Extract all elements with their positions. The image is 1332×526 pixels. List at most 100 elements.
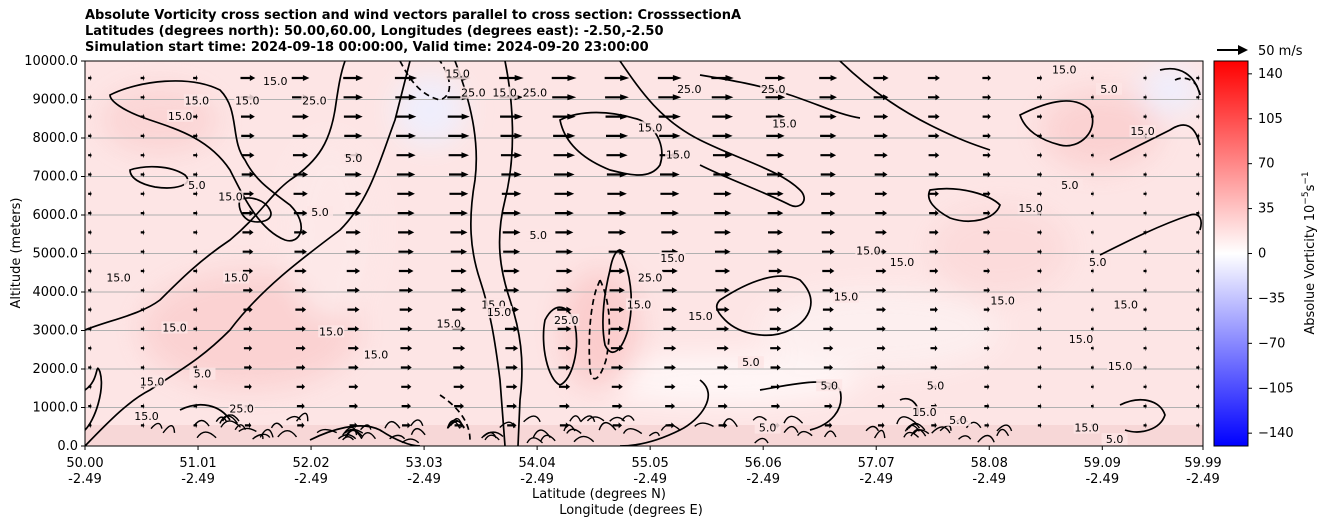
wind-vector <box>823 345 834 352</box>
contour-label: 5.0 <box>820 379 838 392</box>
wind-vector <box>822 287 835 294</box>
wind-vector <box>556 287 573 294</box>
contour-label: 15.0 <box>1018 202 1043 215</box>
wind-vector <box>500 113 523 120</box>
wind-vector <box>88 75 92 81</box>
wind-vector <box>1037 422 1042 429</box>
wind-vector <box>931 422 937 429</box>
wind-vector <box>767 210 784 217</box>
contour-label-bg <box>362 348 389 361</box>
wind-vector <box>501 171 522 178</box>
wind-vector <box>244 383 252 390</box>
wind-vector <box>608 229 627 236</box>
contour-label-bg <box>262 75 289 88</box>
wind-vector <box>768 268 783 274</box>
wind-vector <box>295 325 306 332</box>
wind-vector <box>820 152 837 159</box>
surface-contour <box>221 414 240 422</box>
wind-vector <box>1196 345 1200 352</box>
gridlines <box>85 99 1203 408</box>
wind-vector <box>983 190 991 197</box>
surface-contour <box>259 428 274 438</box>
wind-vector <box>452 345 466 352</box>
contour-label: 5.0 <box>1089 256 1107 269</box>
contour-label-bg <box>1056 179 1083 192</box>
colorbar-tick-label: −35 <box>1258 291 1285 306</box>
wind-vector <box>929 229 939 236</box>
x-tick-label-lon: -2.49 <box>1186 472 1220 487</box>
wind-vector <box>500 132 523 139</box>
contour-label: 15.0 <box>168 110 193 123</box>
wind-vector <box>982 75 992 81</box>
x-axis-label-2: Longitude (degrees E) <box>559 503 703 518</box>
wind-vector <box>193 403 198 410</box>
wind-vector <box>241 152 255 159</box>
wind-vector <box>821 229 835 236</box>
contour-label-bg <box>922 379 949 392</box>
surface-contour <box>277 429 298 438</box>
contour-label: 15.0 <box>106 271 131 284</box>
wind-vector <box>294 229 308 236</box>
wind-vector <box>819 94 837 101</box>
colorbar-tick-label: 140 <box>1258 67 1283 82</box>
wind-vector <box>402 422 411 429</box>
wind-vector <box>928 94 940 101</box>
contour-label: 15.0 <box>1130 125 1155 138</box>
wind-vector <box>1143 325 1147 332</box>
wind-vector <box>558 383 571 390</box>
wind-vector <box>607 190 627 197</box>
wind-vector <box>877 422 885 429</box>
contour-lines <box>85 61 1202 446</box>
wind-vector <box>769 306 782 313</box>
x-tick-label-lon: -2.49 <box>1085 472 1119 487</box>
contour-label-bg <box>833 290 860 303</box>
wind-vector <box>502 210 521 217</box>
wind-vector <box>1037 403 1042 410</box>
wind-vector <box>821 248 835 255</box>
wind-vector <box>877 364 886 371</box>
contour-label-bg <box>676 82 703 95</box>
wind-vector <box>1090 210 1094 217</box>
wind-vector <box>551 75 577 81</box>
wind-vector <box>1037 383 1042 390</box>
wind-vector <box>1090 287 1094 294</box>
surface-contour <box>586 416 605 422</box>
wind-vector <box>347 306 360 313</box>
wind-vector <box>552 94 577 101</box>
wind-vector <box>717 383 728 390</box>
contour-label: 15.0 <box>319 325 344 338</box>
wind-vector <box>140 422 145 429</box>
surface-contour <box>648 431 661 437</box>
wind-vector <box>660 190 680 197</box>
wind-vector <box>88 190 92 197</box>
wind-vector <box>555 229 574 236</box>
wind-vector <box>503 248 521 255</box>
x-tick-label-lat: 58.08 <box>971 456 1008 471</box>
contour-label-bg <box>183 94 210 107</box>
wind-vector <box>88 268 92 274</box>
wind-vector <box>140 306 145 313</box>
wind-vector <box>1037 132 1043 139</box>
y-tick-label: 2000.0 <box>33 362 79 377</box>
surface-contour <box>573 435 595 443</box>
wind-vector <box>1090 306 1094 313</box>
wind-vector <box>822 306 834 313</box>
wind-vector <box>657 75 682 81</box>
contour-label: 15.0 <box>235 94 260 107</box>
wind-vector <box>715 268 731 274</box>
surface-contour <box>484 434 500 441</box>
wind-vector <box>345 190 362 197</box>
wind-vector <box>1090 345 1094 352</box>
wind-vector <box>767 190 784 197</box>
wind-vector <box>711 94 734 101</box>
wind-vector <box>1090 190 1094 197</box>
surface-contour <box>316 428 337 434</box>
wind-vector <box>140 345 145 352</box>
surface-contour <box>196 431 217 439</box>
surface-contour <box>360 424 372 431</box>
wind-vector <box>604 75 630 81</box>
wind-vector <box>663 306 678 313</box>
contour-label-bg <box>223 271 250 284</box>
contour-label-bg <box>167 109 194 122</box>
x-tick-label-lon: -2.49 <box>746 472 780 487</box>
